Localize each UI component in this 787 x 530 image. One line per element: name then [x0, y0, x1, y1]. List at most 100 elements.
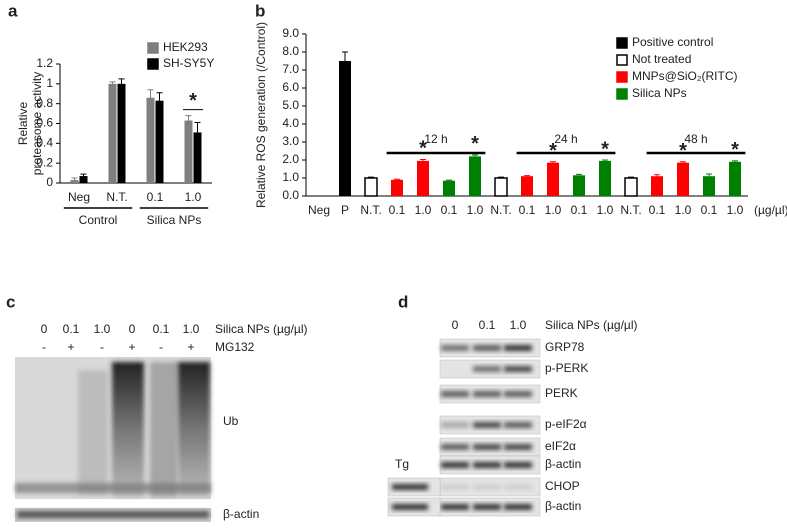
legend-label: Silica NPs — [632, 86, 687, 100]
blot-c — [15, 357, 211, 522]
blot-d — [387, 338, 541, 517]
error-bar — [71, 177, 78, 181]
y-tick-label: 5.0 — [282, 98, 299, 112]
treatment-label: - — [159, 340, 163, 354]
legend-swatch — [616, 54, 628, 66]
y-tick-label: 4.0 — [282, 116, 299, 130]
legend-swatch — [616, 88, 628, 100]
bar — [651, 176, 663, 196]
error-bar — [706, 173, 712, 177]
dose-label: 0 — [129, 322, 136, 336]
band — [17, 511, 209, 518]
group-label: 48 h — [684, 132, 707, 146]
band-label: CHOP — [545, 479, 580, 493]
y-tick-label: 0.4 — [36, 136, 53, 150]
y-tick-label: 8.0 — [282, 44, 299, 58]
band — [473, 444, 501, 450]
significance: * — [549, 140, 557, 162]
band — [441, 504, 469, 510]
group-label: 24 h — [554, 132, 577, 146]
dose-label: 1.0 — [510, 318, 527, 332]
bar — [184, 120, 193, 183]
bar — [624, 177, 638, 197]
bar — [443, 180, 455, 196]
x-tick-label: N.T. — [490, 203, 511, 217]
y-tick-label: 0 — [46, 175, 53, 189]
dose-label: 0.1 — [479, 318, 496, 332]
error-bar — [576, 173, 582, 176]
error-bar — [109, 81, 116, 84]
x-tick-label: P — [341, 203, 349, 217]
band-label: β-actin — [545, 457, 581, 471]
y-tick-label: 1 — [46, 76, 53, 90]
group-label: Control — [79, 213, 118, 227]
bar — [547, 162, 559, 196]
legend-swatch — [616, 71, 628, 83]
y-tick-label: 0.0 — [282, 188, 299, 202]
group-label: 12 h — [424, 132, 447, 146]
control-label: Tg — [395, 457, 409, 471]
x-tick-label: 1.0 — [597, 203, 614, 217]
error-bar — [80, 173, 87, 177]
legend-label: Not treated — [632, 52, 691, 66]
error-bar — [194, 122, 201, 133]
y-tick-label: 0.2 — [36, 155, 53, 169]
y-axis-label: Relative ROS generation (/Control) — [254, 22, 268, 208]
y-tick-label: 3.0 — [282, 134, 299, 148]
error-bar — [368, 176, 374, 178]
bar — [729, 161, 741, 196]
band — [473, 366, 501, 372]
treatment-title: MG132 — [215, 340, 255, 354]
y-tick-label: 0.6 — [36, 116, 53, 130]
x-tick-label: 1.0 — [467, 203, 484, 217]
y-axis-label: Relative — [16, 102, 30, 146]
error-bar — [498, 176, 504, 178]
band — [504, 444, 532, 450]
error-bar — [185, 115, 192, 121]
dose-label: 0 — [452, 318, 459, 332]
band — [504, 504, 532, 510]
band-label: GRP78 — [545, 340, 585, 354]
bar — [155, 100, 164, 183]
band — [441, 444, 469, 450]
x-tick-label: 1.0 — [185, 190, 202, 204]
x-tick-label: N.T. — [106, 190, 127, 204]
band — [15, 483, 211, 493]
significance: * — [679, 140, 687, 162]
bar — [417, 160, 429, 196]
x-tick-label: 1.0 — [415, 203, 432, 217]
x-tick-label: N.T. — [360, 203, 381, 217]
band-label: p-eIF2α — [545, 417, 587, 431]
y-axis-label: proteasome activity — [30, 72, 44, 175]
band — [504, 462, 532, 468]
band-label: β-actin — [545, 499, 581, 513]
band — [473, 391, 501, 397]
treatment-label: + — [128, 340, 135, 354]
x-tick-label: Neg — [68, 190, 90, 204]
significance: * — [189, 90, 197, 112]
band-label: eIF2α — [545, 439, 576, 453]
y-tick-label: 9.0 — [282, 26, 299, 40]
bar — [677, 162, 689, 196]
bar — [339, 61, 351, 196]
y-tick-label: 2.0 — [282, 152, 299, 166]
treatment-label: + — [67, 340, 74, 354]
band — [441, 462, 469, 468]
x-tick-label: 0.1 — [649, 203, 666, 217]
error-bar — [524, 175, 530, 177]
y-tick-label: 7.0 — [282, 62, 299, 76]
error-bar — [680, 161, 686, 163]
band — [504, 391, 532, 397]
lane — [112, 362, 144, 497]
error-bar — [156, 92, 163, 101]
error-bar — [420, 158, 426, 161]
dose-label: 0 — [41, 322, 48, 336]
bar — [146, 97, 155, 183]
bar — [79, 176, 88, 183]
x-tick-label: 0.1 — [389, 203, 406, 217]
dose-label: 1.0 — [94, 322, 111, 336]
legend-label: HEK293 — [163, 40, 208, 54]
band — [473, 504, 501, 510]
band — [441, 345, 469, 351]
